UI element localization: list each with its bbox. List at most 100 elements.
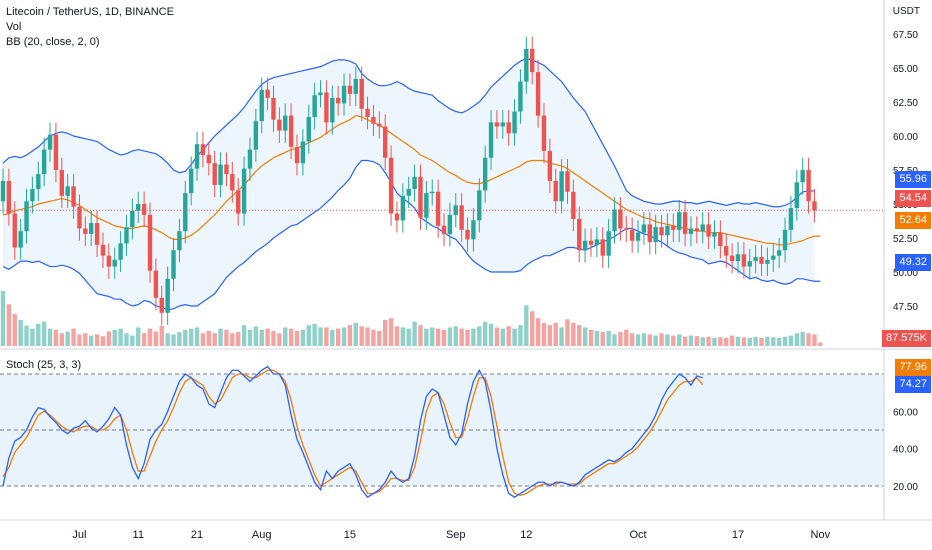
volume-bar	[530, 311, 535, 346]
candle-body	[283, 115, 288, 131]
candle-body	[59, 170, 64, 196]
volume-bar	[30, 328, 35, 346]
candle-body	[224, 164, 229, 175]
candle-body	[565, 171, 570, 192]
volume-bar	[629, 333, 635, 346]
candle-body	[488, 122, 494, 158]
candle-body	[712, 232, 717, 237]
candle-body	[441, 225, 447, 234]
candle-body	[236, 190, 241, 214]
volume-bar	[541, 322, 547, 346]
candle-body	[71, 186, 76, 207]
candle-body	[471, 220, 476, 240]
volume-bar	[383, 319, 388, 346]
candle-body	[553, 180, 558, 202]
volume-bar	[729, 335, 735, 346]
volume-bar	[359, 326, 364, 346]
volume-bar	[77, 334, 82, 346]
stoch-d-tag: 74.27	[895, 376, 931, 393]
volume-bar	[188, 328, 194, 346]
volume-bar	[71, 328, 76, 346]
candle-body	[124, 227, 129, 244]
volume-bar	[259, 329, 264, 346]
volume-bar	[818, 342, 823, 346]
time-tick-label: Sep	[446, 529, 466, 541]
volume-bar	[330, 329, 335, 346]
volume-bar	[735, 336, 741, 346]
candle-body	[430, 191, 435, 194]
candle-body	[659, 227, 664, 236]
candle-body	[782, 229, 788, 251]
candle-body	[94, 223, 100, 245]
volume-bar	[147, 328, 153, 346]
candle-body	[83, 228, 88, 234]
candle-body	[794, 182, 799, 209]
volume-bar	[36, 323, 41, 346]
candle-body	[353, 78, 358, 94]
time-tick-label: 12	[520, 529, 532, 541]
candle-body	[335, 97, 341, 104]
volume-bar	[594, 330, 600, 346]
candle-body	[288, 115, 294, 147]
volume-bar	[659, 333, 664, 346]
candle-body	[306, 116, 311, 142]
volume-bar	[353, 322, 358, 346]
candle-body	[741, 254, 747, 267]
candle-body	[641, 224, 647, 233]
candle-body	[530, 48, 535, 73]
candle-body	[165, 278, 170, 313]
time-tick-label: Oct	[629, 529, 646, 541]
candle-body	[494, 122, 500, 127]
volume-bar	[89, 335, 94, 346]
candle-body	[200, 144, 206, 156]
candle-body	[365, 108, 370, 117]
candle-body	[571, 191, 576, 219]
volume-bar	[665, 334, 670, 346]
candle-body	[341, 85, 347, 104]
candle-body	[347, 85, 353, 94]
candle-body	[765, 259, 770, 264]
volume-bar	[418, 325, 423, 346]
candle-body	[635, 232, 641, 241]
candle-body	[112, 259, 117, 267]
candle-body	[383, 126, 388, 158]
candle-body	[447, 214, 453, 234]
candle-body	[118, 243, 123, 260]
volume-bar	[277, 333, 282, 346]
price-tick-label: 67.50	[893, 30, 918, 41]
volume-bar	[559, 327, 564, 346]
volume-bar	[671, 335, 676, 346]
volume-bar	[618, 332, 623, 346]
volume-bar	[759, 337, 764, 346]
volume-bar	[624, 329, 629, 346]
volume-bar	[459, 328, 464, 346]
volume-bar	[265, 328, 270, 346]
candle-body	[677, 212, 682, 230]
volume-bar	[247, 329, 253, 346]
volume-bar	[553, 322, 558, 346]
candle-body	[100, 244, 106, 256]
volume-bar	[288, 328, 294, 346]
volume-bar	[224, 329, 229, 346]
bb-upper-tag: 55.96	[895, 171, 931, 188]
time-tick-label: 11	[133, 529, 144, 541]
volume-bar	[65, 331, 70, 346]
candle-body	[30, 189, 35, 202]
vol-legend: Vol	[6, 21, 22, 33]
candle-body	[812, 201, 817, 211]
main-pane	[0, 36, 884, 346]
candle-body	[665, 225, 670, 236]
volume-bar	[283, 327, 288, 346]
candle-body	[130, 210, 135, 228]
volume-bar	[194, 327, 200, 346]
volume-bar	[124, 333, 129, 346]
candle-body	[624, 228, 629, 230]
volume-bar	[806, 333, 811, 346]
candle-body	[506, 122, 511, 134]
candle-body	[6, 180, 12, 214]
candle-body	[582, 240, 588, 251]
volume-bar	[388, 318, 394, 346]
volume-bar	[12, 314, 17, 346]
stoch-pane	[0, 365, 884, 499]
